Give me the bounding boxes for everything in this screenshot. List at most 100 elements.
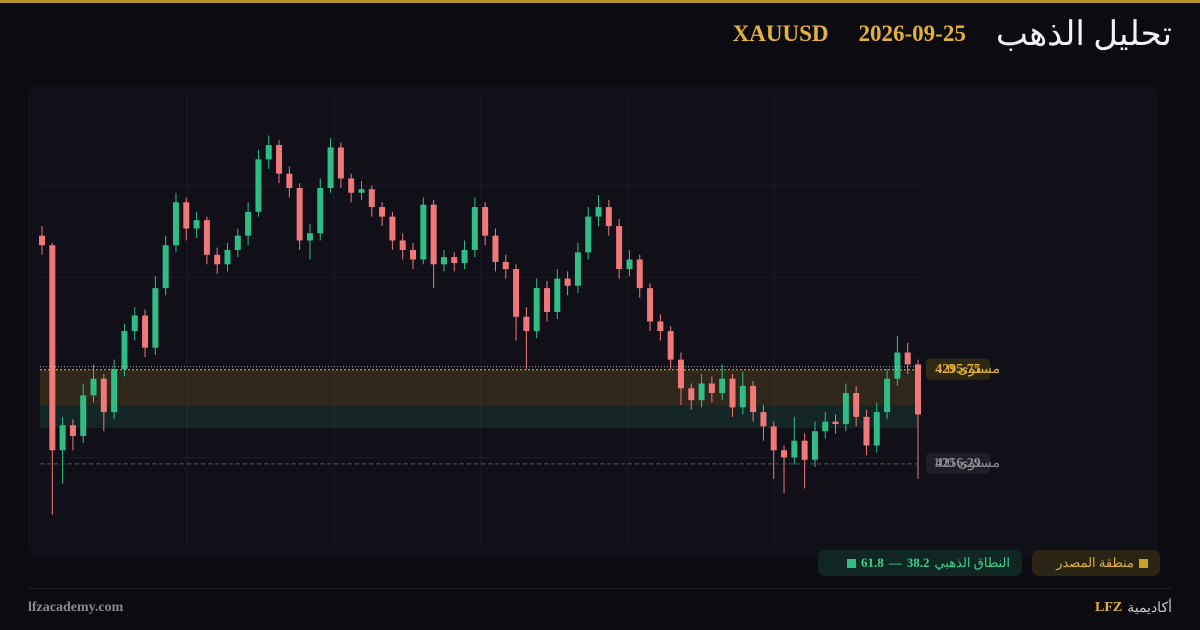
level-name: مستوى 0 bbox=[947, 362, 1000, 377]
level-badge bbox=[926, 358, 990, 380]
candle-body bbox=[461, 249, 468, 264]
legend-to: 61.8 bbox=[861, 555, 884, 570]
candle-body bbox=[286, 173, 293, 188]
candle-body bbox=[337, 147, 344, 179]
candle-body bbox=[111, 369, 118, 413]
candle-body bbox=[832, 421, 839, 425]
grid bbox=[40, 95, 920, 548]
legend: منطقة المصدر النطاق الذهبي 38.2 — 61.8 bbox=[818, 550, 1160, 576]
candle-body bbox=[708, 383, 715, 394]
candle-body bbox=[379, 207, 386, 217]
candle-body bbox=[750, 385, 757, 413]
candle-body bbox=[203, 220, 210, 255]
candle-body bbox=[523, 316, 530, 332]
legend-sep: — bbox=[888, 555, 902, 570]
candle-body bbox=[595, 207, 602, 217]
candle-body bbox=[842, 393, 849, 425]
candle-body bbox=[688, 388, 695, 401]
legend-item: منطقة المصدر bbox=[1032, 550, 1160, 576]
candle-body bbox=[564, 278, 571, 286]
candle-body bbox=[574, 252, 581, 286]
legend-item: النطاق الذهبي 38.2 — 61.8 bbox=[818, 550, 1022, 576]
candle-body bbox=[162, 245, 169, 289]
candle-body bbox=[863, 416, 870, 446]
candle-body bbox=[801, 440, 808, 460]
candle-body bbox=[327, 147, 334, 188]
candle-body bbox=[410, 249, 417, 260]
candle-body bbox=[224, 249, 231, 265]
candle-body bbox=[430, 204, 437, 265]
candle-body bbox=[739, 385, 746, 408]
candle-body bbox=[884, 378, 891, 413]
level-badge bbox=[926, 452, 990, 474]
date: 2026-09-25 bbox=[858, 21, 966, 46]
candle-body bbox=[214, 254, 221, 265]
candle-body bbox=[152, 288, 159, 348]
candle-body bbox=[420, 204, 427, 260]
brand-text: أكاديمية bbox=[1127, 601, 1172, 616]
candle-body bbox=[760, 412, 767, 427]
candle-body bbox=[791, 440, 798, 458]
swatch bbox=[1139, 558, 1148, 568]
source-zone bbox=[40, 369, 918, 406]
candle-body bbox=[533, 288, 540, 332]
top-bar bbox=[0, 0, 1200, 3]
candle-body bbox=[90, 378, 97, 396]
symbol: XAUUSD bbox=[732, 21, 829, 46]
candle-body bbox=[389, 216, 396, 241]
candle-body bbox=[348, 178, 355, 193]
candle-body bbox=[172, 202, 179, 246]
candle-body bbox=[265, 145, 272, 160]
candle-body bbox=[719, 378, 726, 394]
title: تحليل الذهب bbox=[995, 16, 1172, 53]
candle-body bbox=[440, 257, 447, 265]
brand-name: LFZ bbox=[1094, 600, 1123, 615]
legend-label: منطقة المصدر bbox=[1056, 555, 1134, 570]
chart-panel bbox=[28, 85, 1158, 558]
candle-body bbox=[502, 261, 509, 270]
candle-body bbox=[245, 211, 252, 236]
candle-body bbox=[729, 378, 736, 408]
candle-body bbox=[399, 240, 406, 250]
level-name: مستوى 100 bbox=[933, 456, 1000, 471]
site: lfzacademy.com bbox=[28, 600, 124, 615]
candle-body bbox=[605, 207, 612, 227]
candle-body bbox=[482, 207, 489, 236]
candle-body bbox=[616, 226, 623, 270]
candle-body bbox=[811, 431, 818, 460]
candle-body bbox=[451, 257, 458, 264]
candle-body bbox=[626, 259, 633, 270]
candle-body bbox=[636, 259, 643, 289]
candle-body bbox=[657, 321, 664, 332]
header: تحليل الذهب 2026-09-25 XAUUSD bbox=[733, 14, 1172, 54]
candle-body bbox=[492, 235, 499, 262]
golden-zone bbox=[40, 405, 918, 428]
candle-body bbox=[193, 220, 200, 229]
candle-body bbox=[142, 315, 149, 348]
candle-body bbox=[667, 331, 674, 360]
candle-body bbox=[255, 159, 262, 212]
candle-body bbox=[543, 288, 550, 312]
candle-body bbox=[100, 378, 107, 413]
candle-body bbox=[915, 364, 921, 415]
candle-body bbox=[853, 393, 860, 417]
candle-body bbox=[131, 315, 138, 332]
candle-body bbox=[904, 352, 911, 365]
candle-body bbox=[49, 245, 56, 451]
candle-body bbox=[368, 189, 375, 208]
candle-body bbox=[822, 421, 829, 432]
candle-body bbox=[317, 187, 324, 234]
candle-body bbox=[471, 207, 478, 250]
legend-label: النطاق الذهبي bbox=[934, 555, 1010, 570]
swatch bbox=[847, 558, 857, 568]
candle-body bbox=[554, 278, 561, 312]
candle-body bbox=[585, 216, 592, 253]
candle-body bbox=[770, 426, 777, 451]
candle-body bbox=[698, 383, 705, 401]
candle-body bbox=[183, 202, 190, 229]
candle-body bbox=[358, 189, 365, 193]
candle-body bbox=[873, 412, 880, 446]
candle-body bbox=[296, 187, 303, 241]
candle-body bbox=[781, 450, 788, 458]
